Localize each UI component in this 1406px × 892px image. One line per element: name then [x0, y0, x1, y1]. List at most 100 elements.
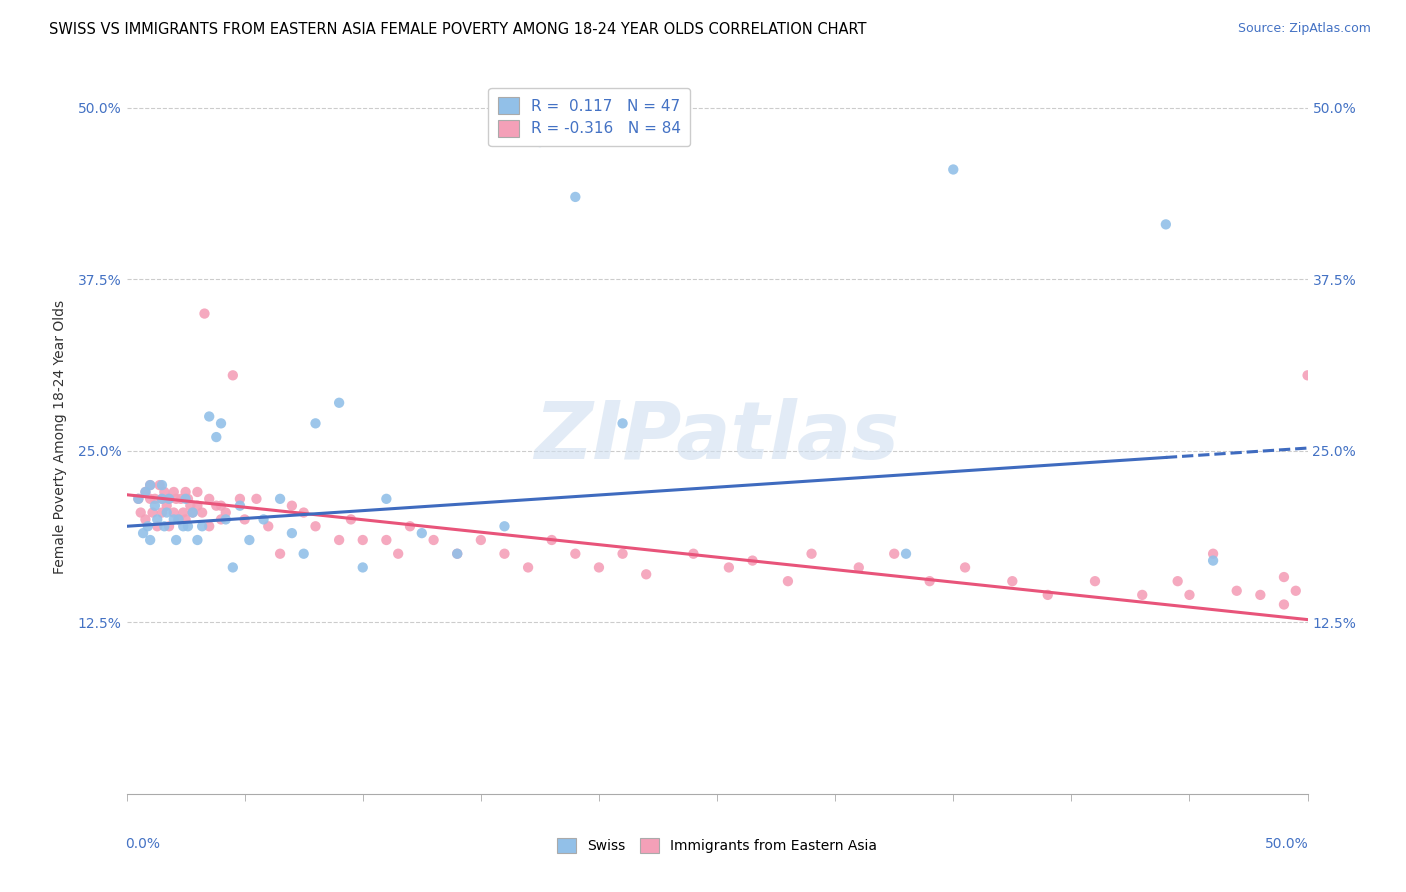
Point [191, 519, 214, 533]
Point [136, 519, 159, 533]
Point [800, 547, 823, 561]
Point [883, 547, 905, 561]
Point [269, 547, 291, 561]
Point [157, 491, 180, 506]
Point [170, 491, 193, 506]
Point [352, 533, 374, 547]
Point [165, 491, 187, 506]
Point [564, 190, 586, 204]
Point [953, 560, 976, 574]
Point [1130, 588, 1153, 602]
Point [636, 567, 658, 582]
Point [682, 547, 704, 561]
Point [281, 499, 304, 513]
Point [1202, 547, 1225, 561]
Point [146, 519, 169, 533]
Point [612, 417, 634, 431]
Point [193, 307, 215, 321]
Point [304, 417, 326, 431]
Point [167, 512, 190, 526]
Point [1001, 574, 1024, 589]
Point [134, 485, 156, 500]
Point [894, 547, 917, 561]
Point [215, 506, 238, 520]
Text: ZIPatlas: ZIPatlas [534, 398, 900, 476]
Point [741, 553, 763, 567]
Point [153, 519, 176, 533]
Point [156, 506, 179, 520]
Point [222, 368, 245, 383]
Point [186, 499, 208, 513]
Point [1084, 574, 1107, 589]
Point [179, 499, 201, 513]
Point [292, 547, 315, 561]
Point [233, 512, 256, 526]
Point [340, 512, 363, 526]
Point [292, 506, 315, 520]
Point [281, 526, 304, 541]
Point [186, 533, 208, 547]
Point [150, 491, 173, 506]
Point [328, 396, 350, 410]
Point [174, 491, 197, 506]
Point [1154, 218, 1177, 232]
Point [411, 526, 433, 541]
Point [540, 533, 562, 547]
Point [127, 491, 149, 506]
Point [1202, 553, 1225, 567]
Point [304, 519, 326, 533]
Point [172, 519, 194, 533]
Point [1178, 588, 1201, 602]
Point [215, 512, 238, 526]
Text: Source: ZipAtlas.com: Source: ZipAtlas.com [1237, 22, 1371, 36]
Point [1296, 368, 1319, 383]
Point [167, 512, 190, 526]
Point [150, 491, 173, 506]
Point [198, 409, 221, 424]
Point [238, 533, 260, 547]
Point [157, 519, 180, 533]
Point [494, 519, 516, 533]
Point [387, 547, 409, 561]
Point [1226, 583, 1249, 598]
Point [181, 506, 204, 520]
Point [134, 485, 156, 500]
Point [494, 547, 516, 561]
Point [198, 519, 221, 533]
Point [129, 506, 152, 520]
Point [612, 547, 634, 561]
Point [229, 491, 252, 506]
Point [1272, 570, 1295, 584]
Point [146, 512, 169, 526]
Point [139, 478, 162, 492]
Point [163, 506, 186, 520]
Point [918, 574, 941, 589]
Point [141, 506, 163, 520]
Point [165, 533, 187, 547]
Point [1036, 588, 1059, 602]
Point [150, 506, 173, 520]
Point [186, 485, 208, 500]
Point [328, 533, 350, 547]
Point [149, 478, 172, 492]
Point [470, 533, 492, 547]
Point [269, 491, 291, 506]
Point [174, 512, 197, 526]
Point [156, 499, 179, 513]
Point [177, 491, 200, 506]
Text: 50.0%: 50.0% [1265, 837, 1309, 851]
Point [174, 485, 197, 500]
Point [163, 512, 186, 526]
Point [177, 519, 200, 533]
Point [181, 506, 204, 520]
Text: 0.0%: 0.0% [125, 837, 160, 851]
Point [198, 491, 221, 506]
Point [776, 574, 799, 589]
Point [252, 512, 274, 526]
Point [205, 430, 228, 444]
Point [245, 491, 267, 506]
Point [1272, 598, 1295, 612]
Point [1285, 583, 1308, 598]
Point [375, 533, 398, 547]
Point [1249, 588, 1271, 602]
